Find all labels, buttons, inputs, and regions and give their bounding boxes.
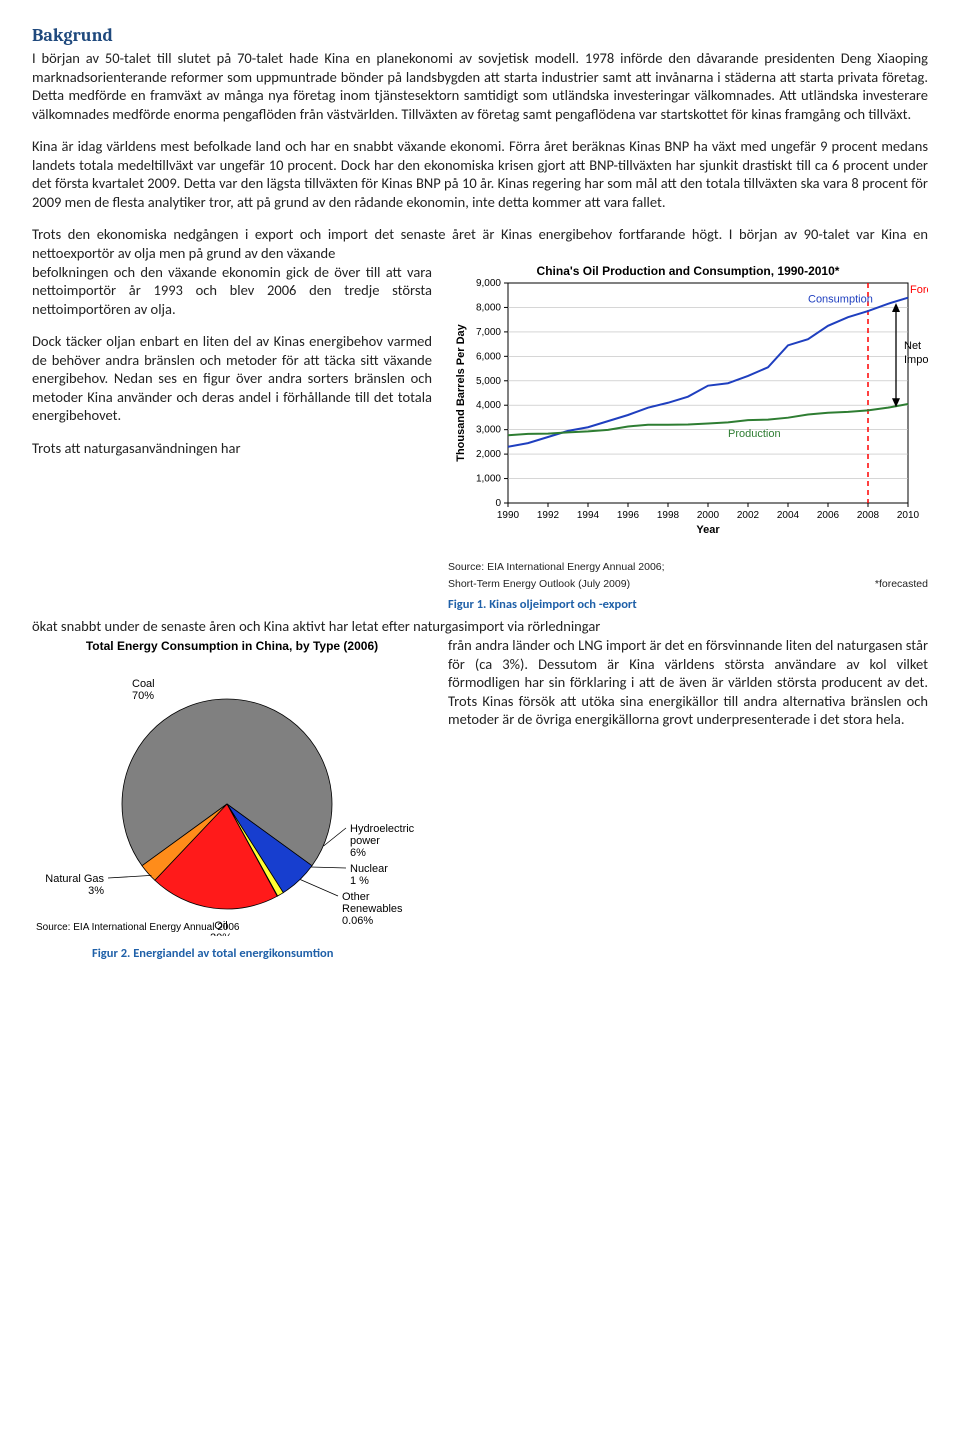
line-chart-container: China's Oil Production and Consumption, … — [448, 263, 928, 592]
svg-text:0: 0 — [495, 498, 501, 509]
svg-text:70%: 70% — [132, 690, 154, 702]
svg-text:6,000: 6,000 — [476, 351, 501, 362]
svg-text:4,000: 4,000 — [476, 400, 501, 411]
line-chart-source-2: Short-Term Energy Outlook (July 2009) — [448, 578, 665, 591]
svg-text:2,000: 2,000 — [476, 449, 501, 460]
svg-text:Consumption: Consumption — [808, 293, 873, 305]
svg-text:8,000: 8,000 — [476, 302, 501, 313]
svg-text:Renewables: Renewables — [342, 903, 403, 915]
svg-text:9,000: 9,000 — [476, 278, 501, 289]
svg-text:1992: 1992 — [537, 510, 560, 521]
svg-text:Natural Gas: Natural Gas — [45, 873, 104, 885]
svg-text:7,000: 7,000 — [476, 326, 501, 337]
paragraph-3c: Dock täcker oljan enbart en liten del av… — [32, 332, 432, 425]
paragraph-4b: ökat snabbt under de senaste åren och Ki… — [32, 617, 928, 636]
line-chart: China's Oil Production and Consumption, … — [448, 263, 928, 553]
figure-1-caption: Figur 1. Kinas oljeimport och -export — [448, 597, 928, 613]
paragraph-3a: Trots den ekonomiska nedgången i export … — [32, 225, 928, 262]
paragraph-2: Kina är idag världens mest befolkade lan… — [32, 137, 928, 211]
svg-text:Imports: Imports — [904, 354, 928, 366]
paragraph-1: I början av 50-talet till slutet på 70-t… — [32, 49, 928, 123]
svg-text:5,000: 5,000 — [476, 375, 501, 386]
svg-text:1990: 1990 — [497, 510, 520, 521]
svg-text:2004: 2004 — [777, 510, 800, 521]
svg-text:Total Energy Consumption in Ch: Total Energy Consumption in China, by Ty… — [86, 639, 378, 653]
section-heading: Bakgrund — [32, 24, 928, 47]
svg-text:2006: 2006 — [817, 510, 840, 521]
svg-text:1998: 1998 — [657, 510, 680, 521]
svg-text:Nuclear: Nuclear — [350, 863, 388, 875]
svg-text:2000: 2000 — [697, 510, 720, 521]
svg-text:2010: 2010 — [897, 510, 920, 521]
svg-text:power: power — [350, 835, 380, 847]
line-chart-forecasted-note: *forecasted — [875, 578, 928, 591]
svg-text:Other: Other — [342, 891, 370, 903]
svg-text:Coal: Coal — [132, 678, 155, 690]
line-chart-source-1: Source: EIA International Energy Annual … — [448, 561, 665, 574]
svg-text:China's Oil Production and Con: China's Oil Production and Consumption, … — [537, 264, 840, 278]
svg-text:Hydroelectric: Hydroelectric — [350, 823, 415, 835]
svg-text:1994: 1994 — [577, 510, 600, 521]
svg-text:1996: 1996 — [617, 510, 640, 521]
pie-chart: Total Energy Consumption in China, by Ty… — [32, 636, 432, 936]
pie-chart-container: Total Energy Consumption in China, by Ty… — [32, 636, 432, 940]
svg-text:2002: 2002 — [737, 510, 760, 521]
paragraph-3b: befolkningen och den växande ekonomin gi… — [32, 263, 432, 319]
svg-text:Source: EIA International Ener: Source: EIA International Energy Annual … — [36, 922, 240, 933]
paragraph-4a: Trots att naturgasanvändningen har — [32, 439, 432, 458]
svg-text:Thousand Barrels Per Day: Thousand Barrels Per Day — [455, 323, 467, 461]
svg-text:3%: 3% — [88, 885, 104, 897]
svg-text:Forecast: Forecast — [910, 284, 928, 296]
svg-text:0.06%: 0.06% — [342, 915, 373, 927]
paragraph-4c: från andra länder och LNG import är det … — [448, 636, 928, 729]
svg-text:6%: 6% — [350, 847, 366, 859]
svg-text:Year: Year — [696, 524, 720, 536]
svg-text:Net: Net — [904, 340, 921, 352]
svg-text:Production: Production — [728, 428, 781, 440]
svg-text:1 %: 1 % — [350, 875, 369, 887]
svg-text:3,000: 3,000 — [476, 424, 501, 435]
svg-text:2008: 2008 — [857, 510, 880, 521]
svg-text:1,000: 1,000 — [476, 473, 501, 484]
figure-2-caption: Figur 2. Energiandel av total energikons… — [92, 946, 432, 962]
